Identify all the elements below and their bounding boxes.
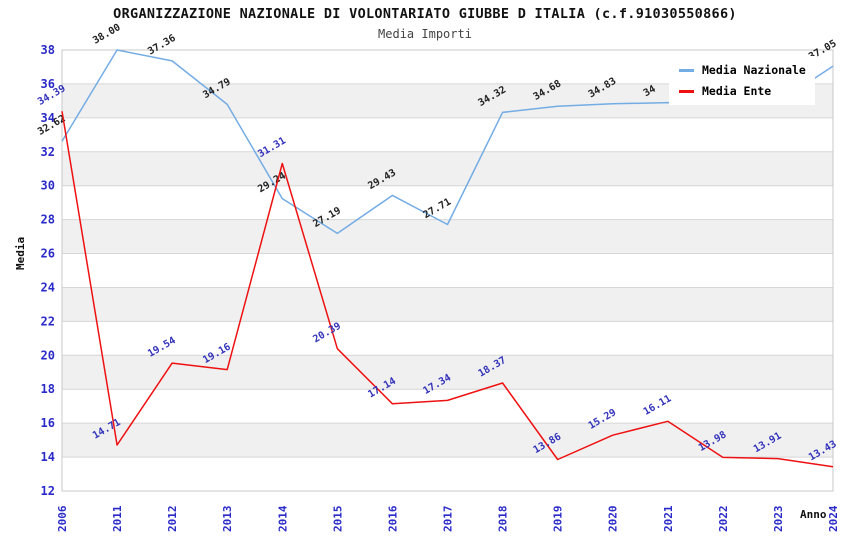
- svg-text:2024: 2024: [827, 505, 840, 532]
- svg-text:26: 26: [41, 247, 55, 261]
- svg-text:38.00: 38.00: [91, 22, 123, 47]
- chart-subtitle: Media Importi: [378, 27, 472, 41]
- svg-text:20: 20: [41, 348, 55, 362]
- x-tick-labels: 2006 2011 2012 2013 2014 2015 2016 2017 2018 2019…: [56, 505, 840, 532]
- media-ente-line: [61, 111, 834, 468]
- legend-label: Media Ente: [702, 84, 772, 98]
- chart-title: ORGANIZZAZIONE NAZIONALE DI VOLONTARIATO…: [113, 6, 737, 22]
- svg-text:34: 34: [41, 111, 55, 125]
- plot-bands: [62, 50, 833, 491]
- svg-text:2016: 2016: [386, 505, 399, 532]
- x-axis-label: Anno: [800, 508, 827, 521]
- svg-text:2018: 2018: [497, 506, 510, 533]
- svg-text:2015: 2015: [331, 506, 344, 533]
- svg-text:34: 34: [642, 84, 658, 100]
- svg-text:2014: 2014: [276, 505, 289, 532]
- svg-text:30: 30: [41, 179, 55, 193]
- svg-text:18: 18: [41, 382, 55, 396]
- svg-text:22: 22: [41, 314, 55, 328]
- svg-text:2012: 2012: [166, 506, 179, 533]
- svg-text:32: 32: [41, 145, 55, 159]
- svg-text:2017: 2017: [442, 506, 455, 533]
- svg-text:2019: 2019: [552, 506, 565, 533]
- y-tick-labels: 38 36 34 32 30 28 26 24 22 20 18 16 14 12: [41, 43, 55, 498]
- svg-text:12: 12: [41, 484, 55, 498]
- svg-text:38: 38: [41, 43, 55, 57]
- svg-text:2013: 2013: [221, 506, 234, 533]
- gridlines: [61, 49, 834, 492]
- svg-text:2023: 2023: [772, 506, 785, 533]
- legend-item-media-ente: Media Ente: [679, 84, 807, 98]
- legend-item-media-nazionale: Media Nazionale: [679, 63, 807, 77]
- svg-text:2011: 2011: [111, 505, 124, 532]
- media-nazionale-swatch-icon: [679, 68, 694, 72]
- svg-text:2021: 2021: [662, 505, 675, 532]
- svg-text:36: 36: [41, 77, 55, 91]
- svg-text:2022: 2022: [717, 506, 730, 533]
- svg-text:2006: 2006: [56, 505, 69, 532]
- svg-text:14: 14: [41, 450, 55, 464]
- legend: Media Nazionale Media Ente: [669, 56, 815, 105]
- svg-text:28: 28: [41, 213, 55, 227]
- legend-label: Media Nazionale: [702, 63, 806, 77]
- svg-text:24: 24: [41, 280, 55, 294]
- svg-text:2020: 2020: [607, 506, 620, 533]
- media-ente-swatch-icon: [679, 89, 694, 93]
- svg-text:16: 16: [41, 416, 55, 430]
